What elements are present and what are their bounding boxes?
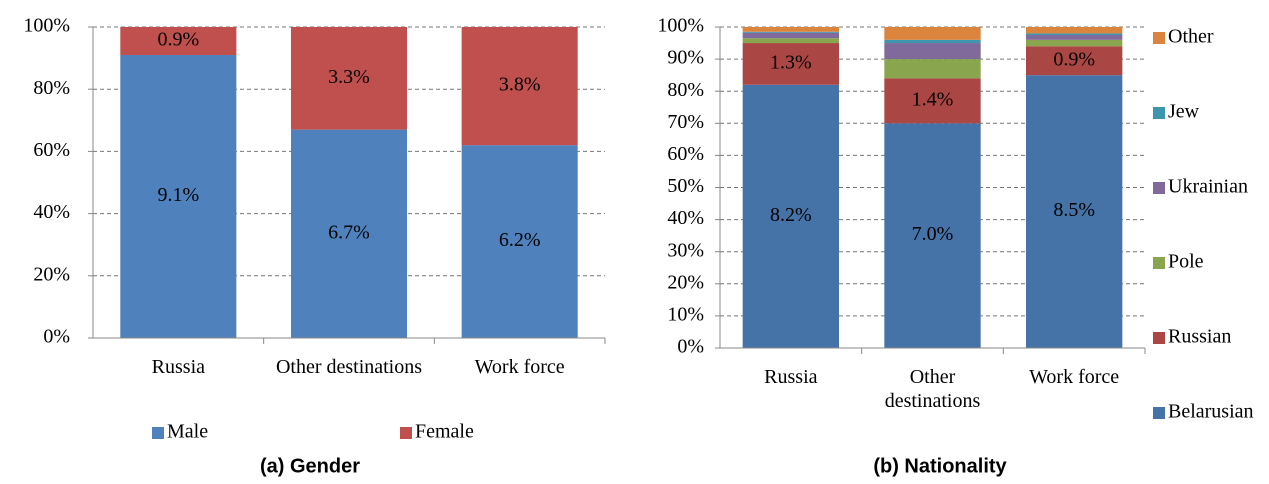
y-tick-label: 100% [657, 15, 704, 37]
y-tick-label: 90% [667, 47, 704, 69]
legend-label: Belarusian [1168, 401, 1254, 423]
bar-segment [1026, 39, 1123, 47]
bar-segment [884, 123, 981, 348]
legend-swatch [152, 427, 164, 439]
x-tick-label-box: Work force [1029, 366, 1120, 388]
y-tick-label: 40% [33, 201, 70, 223]
x-tick-label-box: Russia [764, 366, 818, 388]
y-tick-label: 60% [667, 143, 704, 165]
x-tick-label-box: Other destinations [275, 356, 423, 378]
data-label: 8.2% [770, 204, 812, 226]
x-tick-label: Other destinations [275, 356, 423, 378]
x-tick-label: Other destinations [884, 366, 981, 412]
bar-segment [884, 59, 981, 79]
data-label: 0.9% [1053, 48, 1095, 70]
legend-swatch [400, 427, 412, 439]
legend-swatch [1153, 32, 1165, 44]
y-tick-label: 20% [33, 263, 70, 285]
bar-segment [1026, 33, 1123, 36]
data-label: 1.3% [770, 52, 812, 74]
y-tick-label: 0% [43, 326, 70, 348]
data-label: 3.3% [328, 66, 370, 88]
legend-swatch [1153, 107, 1165, 119]
bar-segment [290, 27, 408, 130]
chart-caption: (b) Nationality [873, 455, 1007, 477]
legend-swatch [1153, 182, 1165, 194]
data-label: 6.2% [499, 229, 541, 251]
data-label: 0.9% [157, 29, 199, 51]
bar-segment [1026, 75, 1123, 349]
data-label: 1.4% [912, 88, 954, 110]
chart-caption: (a) Gender [260, 455, 360, 477]
data-label: 7.0% [912, 223, 954, 245]
legend-swatch [1153, 407, 1165, 419]
y-tick-label: 20% [667, 271, 704, 293]
bar-segment [461, 27, 578, 146]
legend-label: Male [167, 421, 208, 443]
data-label: 8.5% [1053, 199, 1095, 221]
y-tick-label: 80% [667, 79, 704, 101]
legend-label: Russian [1168, 326, 1231, 348]
bar-segment [742, 84, 839, 348]
bar-segment [1026, 35, 1123, 40]
bar-segment [742, 31, 839, 33]
x-tick-label: Work force [474, 356, 565, 378]
bar-segment [742, 43, 839, 85]
bar-segment [884, 27, 981, 40]
x-tick-label-box: Other destinations [884, 366, 981, 412]
legend-label: Ukrainian [1168, 176, 1248, 198]
y-tick-label: 0% [677, 336, 704, 358]
bar-segment [1026, 46, 1123, 76]
y-tick-label: 60% [33, 139, 70, 161]
legend-label: Pole [1168, 251, 1204, 273]
bar-segment [742, 27, 839, 32]
bar-segment [742, 32, 839, 39]
y-tick-label: 40% [667, 207, 704, 229]
bar-segment [120, 27, 237, 55]
bar-segment [120, 54, 237, 339]
bar-segment [290, 129, 408, 338]
x-tick-label: Russia [764, 366, 818, 388]
bar-segment [742, 38, 839, 44]
legend-label: Jew [1168, 101, 1200, 123]
legend-swatch [1153, 332, 1165, 344]
x-tick-label: Russia [151, 356, 205, 378]
y-tick-label: 80% [33, 77, 70, 99]
bar-segment [1026, 27, 1123, 34]
bar-segment [884, 39, 981, 44]
x-tick-label-box: Russia [151, 356, 205, 378]
data-label: 6.7% [328, 221, 370, 243]
y-tick-label: 70% [667, 111, 704, 133]
bar-segment [884, 43, 981, 60]
y-tick-label: 50% [667, 175, 704, 197]
y-tick-label: 10% [667, 303, 704, 325]
bar-segment [884, 78, 981, 124]
data-label: 9.1% [157, 184, 199, 206]
x-tick-label: Work force [1029, 366, 1120, 388]
y-tick-label: 30% [667, 239, 704, 261]
bar-segment [461, 145, 578, 338]
legend-swatch [1153, 257, 1165, 269]
data-label: 3.8% [499, 74, 541, 96]
legend-label: Other [1168, 26, 1214, 48]
x-tick-label-box: Work force [474, 356, 565, 378]
legend-label: Female [415, 421, 474, 443]
y-tick-label: 100% [23, 15, 70, 37]
